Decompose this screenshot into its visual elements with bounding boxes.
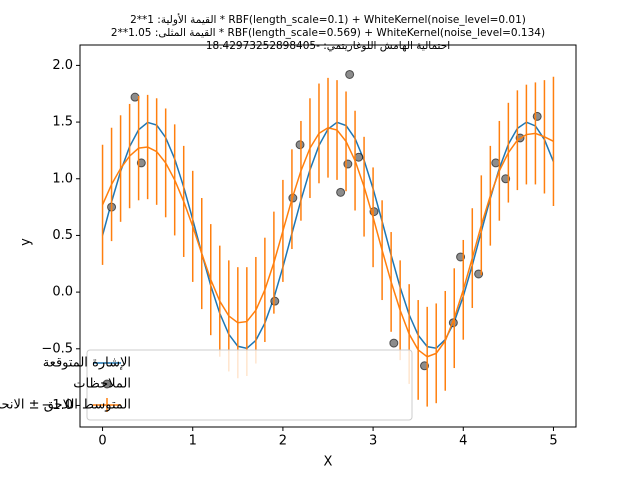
y-tick-label: 0.0	[52, 285, 73, 300]
observation	[354, 152, 364, 162]
observation	[130, 92, 140, 102]
x-tick-label: 1	[189, 434, 197, 449]
observation	[389, 338, 399, 348]
observation	[345, 69, 355, 79]
observation	[532, 111, 542, 121]
y-tick-label: 1.0	[52, 171, 73, 186]
legend-swatch	[102, 379, 112, 389]
x-tick-label: 2	[279, 434, 287, 449]
y-axis-label: y	[19, 238, 34, 246]
legend-label: الملاحظات	[73, 377, 131, 392]
x-axis-label: X	[324, 455, 333, 470]
x-tick-label: 0	[98, 434, 106, 449]
y-tick-label: 2.0	[52, 58, 73, 73]
legend-box	[86, 349, 413, 421]
title-line: القيمة الأولية: 1**2 * RBF(length_scale=…	[130, 13, 526, 26]
observation	[343, 159, 353, 169]
observation	[336, 187, 346, 197]
y-tick-label: −1.0	[41, 398, 73, 413]
x-tick-label: 3	[369, 434, 377, 449]
legend-label: الإشارة المتوقعة	[43, 356, 131, 371]
x-tick-label: 4	[459, 434, 467, 449]
observation	[491, 158, 501, 168]
title-line: احتمالية الهامش اللوغاريتمي: -18.4297325…	[206, 40, 450, 52]
title-line: القيمة المثلى: 1.05**2 * RBF(length_scal…	[111, 27, 545, 39]
mean-line	[101, 126, 554, 358]
axes-frame	[79, 44, 577, 428]
observation	[295, 140, 305, 150]
y-tick-label: 1.5	[52, 115, 73, 130]
legend-label: المتوسط اللاحق ± الانحراف المعياري	[0, 398, 131, 413]
observation	[270, 296, 280, 306]
y-tick-label: 0.5	[52, 228, 73, 243]
y-tick-label: −0.5	[41, 341, 73, 356]
x-tick-label: 5	[549, 434, 557, 449]
